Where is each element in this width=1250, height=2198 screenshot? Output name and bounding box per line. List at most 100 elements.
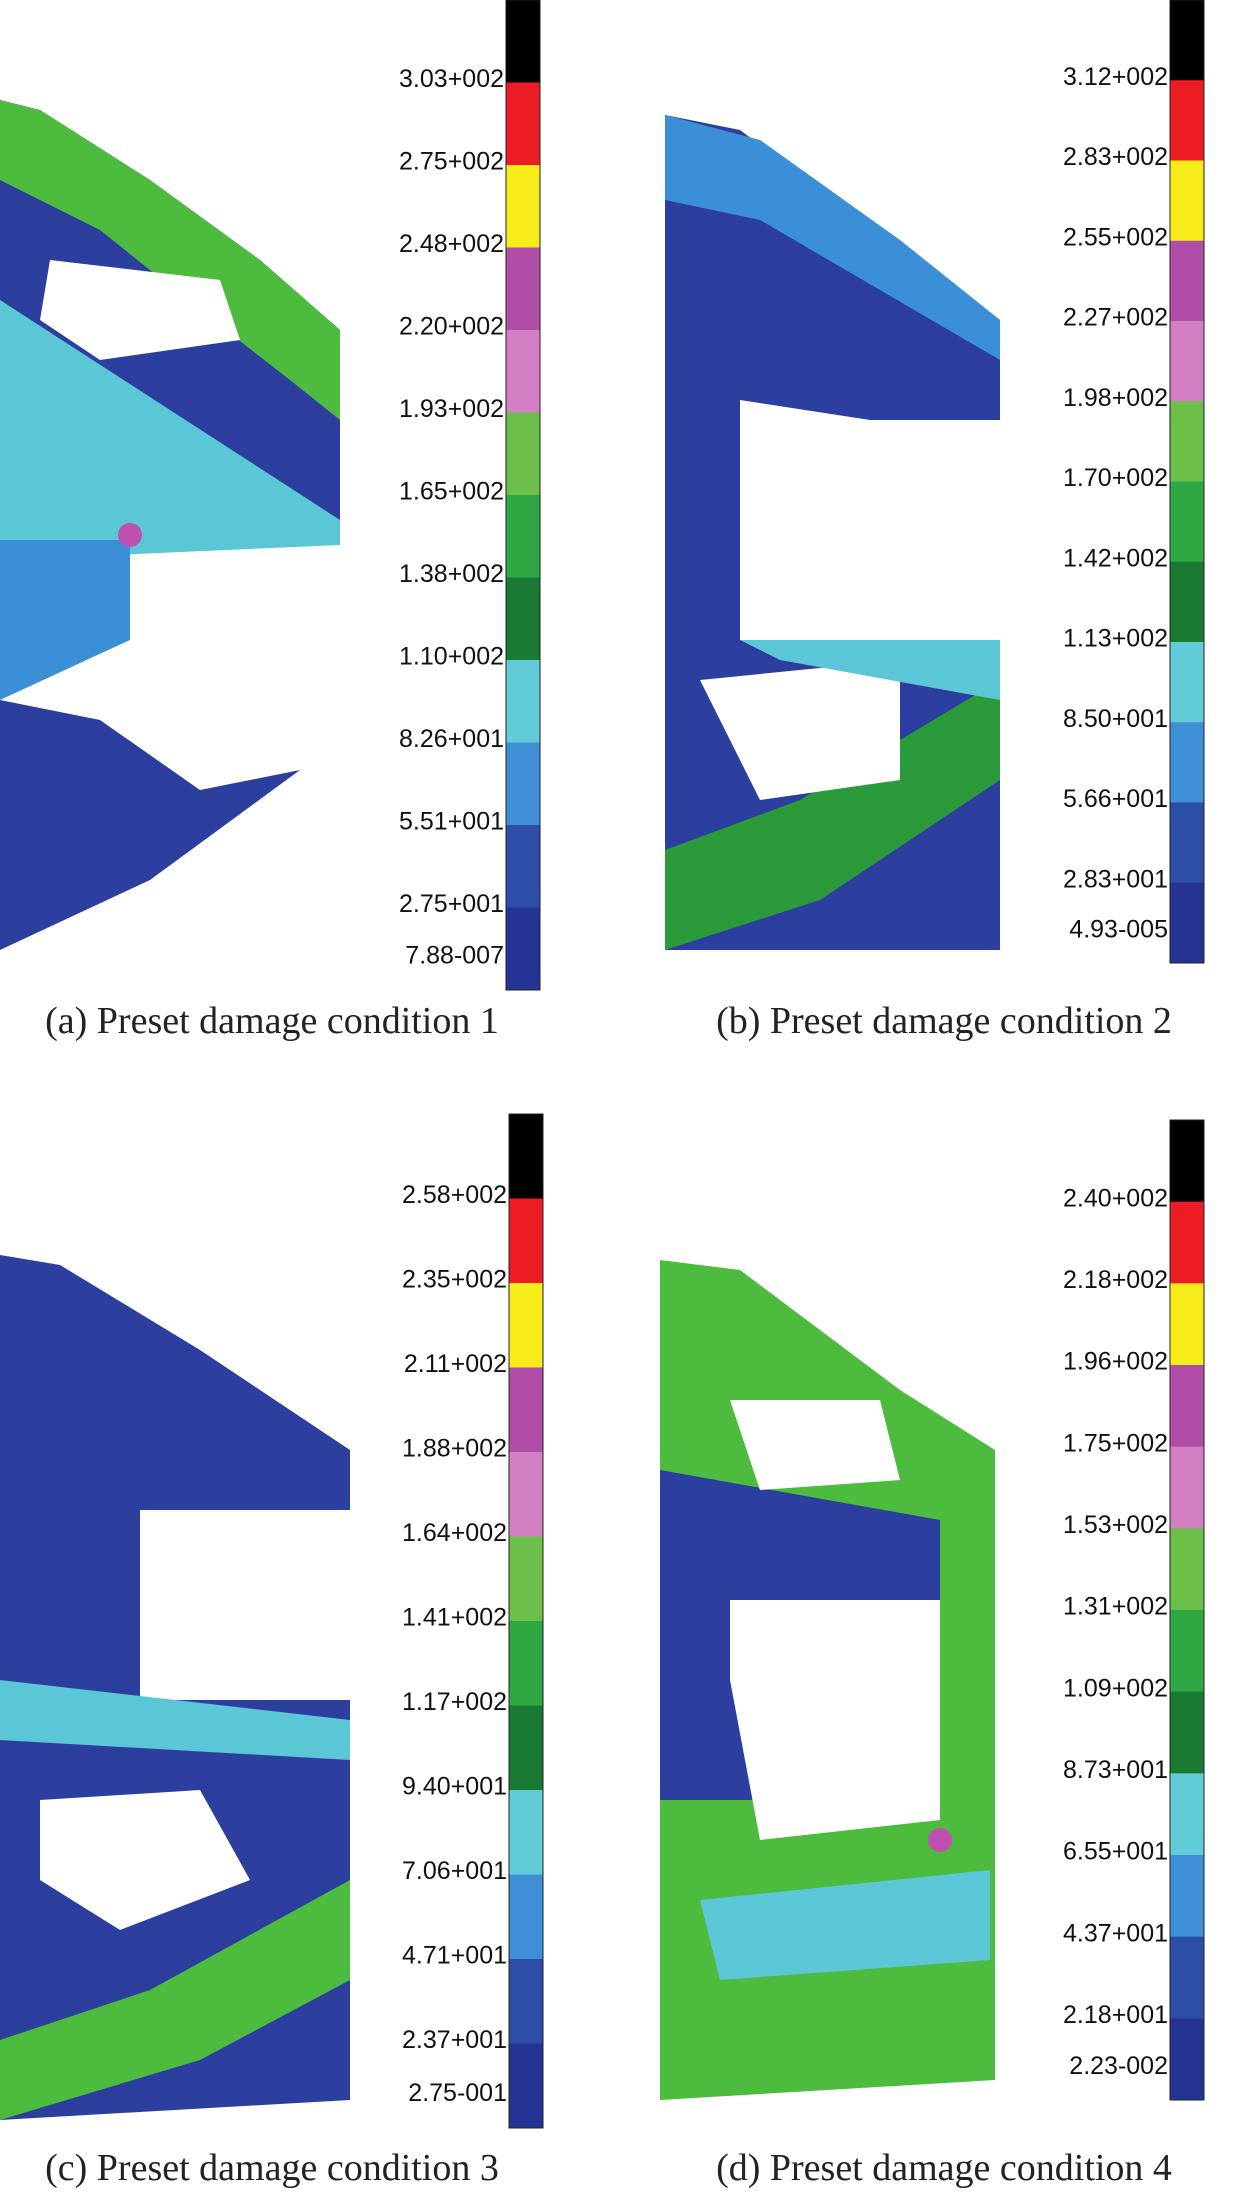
colorbar-segment [1170,802,1204,884]
colorbar-segment [1170,1610,1204,1693]
colorbar-label: 2.58+002 [402,1181,507,1209]
colorbar-segment [509,1283,543,1368]
colorbar-label: 2.48+002 [399,230,504,258]
contour-plot [665,115,1000,950]
caption: (a) Preset damage condition 1 [45,1000,499,1042]
colorbar-segment [1170,80,1204,161]
colorbar-label: 2.35+002 [402,1266,507,1294]
colorbar-label: 5.51+001 [399,808,504,836]
caption: (c) Preset damage condition 3 [45,2147,499,2189]
colorbar-label: 2.23-002 [1069,2052,1168,2080]
colorbar-segment [1170,882,1204,964]
colorbar-segment [1170,1120,1204,1203]
colorbar-frame [1169,1119,1205,2101]
colorbar-label: 7.88-007 [405,942,504,970]
colorbar-label: 2.20+002 [399,313,504,341]
colorbar-segment [506,330,540,413]
colorbar-segment [1170,1283,1204,1366]
colorbar-segment [506,165,540,248]
colorbar-segment [506,660,540,743]
colorbar-segment [506,742,540,826]
colorbar-segment [509,1874,543,1960]
colorbar-label: 4.93-005 [1069,916,1168,944]
contour-plot [0,1255,350,2120]
colorbar-label: 1.93+002 [399,395,504,423]
colorbar-segment [1170,1936,1204,2019]
colorbar-label: 5.66+001 [1063,785,1168,813]
colorbar-label: 2.11+002 [404,1350,507,1378]
colorbar-label: 8.50+001 [1063,705,1168,733]
colorbar-label: 2.55+002 [1063,223,1168,251]
colorbar-segment [509,1959,543,2044]
colorbar-label: 7.06+001 [402,1857,507,1885]
colorbar-segment [509,1198,543,1284]
colorbar-segment [1170,1691,1204,1774]
colorbar-label: 8.26+001 [399,725,504,753]
colorbar-segment [1170,1365,1204,1448]
colorbar-label: 1.98+002 [1063,384,1168,412]
colorbar-label: 1.53+002 [1063,1511,1168,1539]
colorbar-label: 2.83+001 [1063,865,1168,893]
colorbar-segment [1170,401,1204,482]
colorbar-segment [509,1621,543,1706]
colorbar-segment [509,2043,543,2129]
colorbar-segment [1170,642,1204,723]
colorbar-label: 3.03+002 [399,65,504,93]
colorbar-segment [506,247,540,331]
colorbar-segment [1170,1446,1204,1529]
colorbar-segment [506,0,540,83]
colorbar-label: 8.73+001 [1063,1756,1168,1784]
colorbar-label: 6.55+001 [1063,1838,1168,1866]
colorbar-label: 2.75+001 [399,890,504,918]
colorbar-segment [1170,2018,1204,2101]
colorbar-frame [505,0,541,991]
colorbar-segment [509,1790,543,1875]
colorbar-label: 1.10+002 [399,643,504,671]
colorbar-label: 1.13+002 [1063,625,1168,653]
colorbar-label: 4.71+001 [402,1942,507,1970]
colorbar-label: 1.88+002 [402,1435,507,1463]
colorbar-label: 1.09+002 [1063,1674,1168,1702]
colorbar-segment [1170,1201,1204,1284]
colorbar-segment [506,907,540,991]
colorbar-label: 2.37+001 [402,2026,507,2054]
colorbar-label: 1.31+002 [1063,1593,1168,1621]
contour-plot [660,1260,995,2100]
colorbar-segment [506,577,540,661]
colorbar-segment [1170,481,1204,563]
colorbar-segment [506,412,540,496]
colorbar-label: 1.96+002 [1063,1348,1168,1376]
colorbar-segment [1170,1528,1204,1611]
colorbar-label: 1.42+002 [1063,544,1168,572]
colorbar-label: 1.41+002 [402,1604,507,1632]
colorbar-segment [509,1114,543,1199]
colorbar-segment [509,1705,543,1791]
colorbar-label: 2.83+002 [1063,143,1168,171]
colorbar-segment [506,825,540,908]
colorbar-label: 2.75+002 [399,148,504,176]
colorbar-label: 2.18+002 [1063,1266,1168,1294]
colorbar-label: 2.75-001 [408,2079,507,2107]
colorbar-label: 2.40+002 [1063,1184,1168,1212]
colorbar-label: 1.65+002 [399,478,504,506]
colorbar-segment [509,1452,543,1537]
colorbar-label: 1.38+002 [399,560,504,588]
colorbar-label: 2.27+002 [1063,304,1168,332]
colorbar-segment [1170,561,1204,643]
colorbar-frame [1169,0,1205,964]
colorbar-label: 1.17+002 [402,1688,507,1716]
colorbar-segment [1170,321,1204,402]
colorbar-segment [509,1536,543,1622]
colorbar-label: 3.12+002 [1063,63,1168,91]
colorbar-label: 4.37+001 [1063,1919,1168,1947]
colorbar-segment [1170,1855,1204,1938]
contour-plot [0,100,340,950]
colorbar-segment [1170,1773,1204,1856]
caption: (b) Preset damage condition 2 [716,1000,1172,1042]
colorbar-segment [1170,240,1204,322]
colorbar-segment [1170,160,1204,242]
colorbar-label: 1.70+002 [1063,464,1168,492]
colorbar-label: 1.64+002 [402,1519,507,1547]
colorbar-segment [506,82,540,166]
